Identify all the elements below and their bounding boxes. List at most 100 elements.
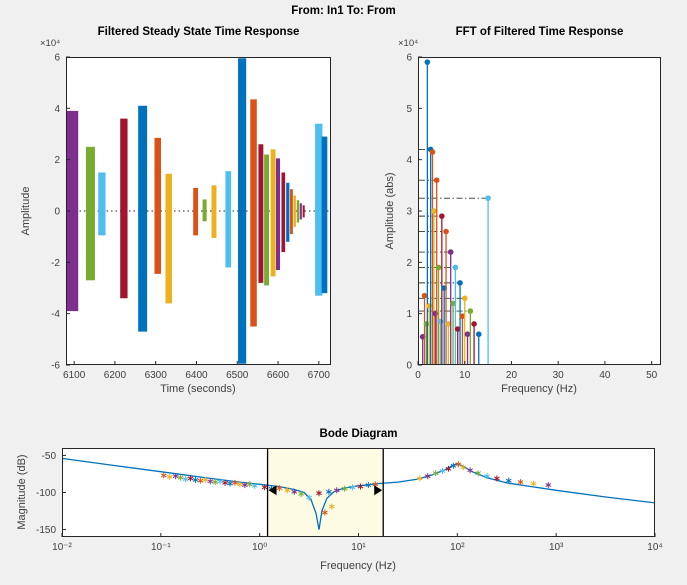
svg-text:-6: -6	[51, 361, 60, 372]
time-plot-title: Filtered Steady State Time Response	[97, 26, 300, 38]
stem-marker	[457, 280, 463, 286]
signal-bar	[202, 199, 207, 222]
signal-bar	[238, 58, 247, 364]
stem-marker	[475, 331, 482, 338]
stem-marker	[431, 208, 437, 214]
svg-text:6700: 6700	[308, 370, 331, 381]
fft-plot-ylabel: Amplitude (abs)	[384, 172, 396, 250]
stem-marker	[433, 177, 440, 183]
svg-text:10: 10	[459, 370, 471, 381]
fft-stems-group	[419, 59, 491, 365]
svg-text:0: 0	[54, 207, 60, 218]
signal-bar	[250, 99, 257, 327]
svg-text:10²: 10²	[450, 542, 465, 553]
time-plot-ylabel: Amplitude	[20, 186, 32, 236]
stem-marker	[452, 264, 459, 271]
stem-marker	[464, 331, 471, 338]
signal-bar	[193, 187, 199, 236]
svg-text:0: 0	[406, 361, 412, 372]
svg-text:6: 6	[406, 53, 412, 64]
signal-bar	[165, 173, 172, 304]
fft-plot-xlabel: Frequency (Hz)	[501, 383, 577, 395]
stem-marker	[461, 295, 468, 302]
svg-text:40: 40	[599, 370, 611, 381]
svg-text:6100: 6100	[63, 370, 86, 381]
signal-bar	[66, 110, 79, 312]
signal-bar	[138, 105, 148, 332]
svg-text:4: 4	[406, 155, 412, 166]
svg-text:1: 1	[406, 309, 412, 320]
svg-text:-4: -4	[51, 309, 60, 320]
svg-text:50: 50	[646, 370, 658, 381]
stem-marker	[443, 228, 449, 235]
stem-marker	[485, 195, 491, 201]
signal-bar	[154, 137, 161, 274]
svg-text:-2: -2	[51, 258, 60, 269]
signal-bar	[281, 172, 286, 253]
svg-text:10³: 10³	[549, 542, 564, 553]
stem-marker	[447, 249, 454, 255]
signal-bar	[264, 154, 270, 286]
fft-plot-y-exponent: ×10⁴	[398, 38, 419, 49]
signal-bar	[120, 118, 128, 299]
time-bars-group	[66, 58, 328, 364]
time-plot-canvas: 6100 6200 6300 6400 6500 6600 6700 -6 -4 -2 0 2 4 6	[51, 53, 331, 381]
svg-text:6500: 6500	[226, 370, 249, 381]
fft-plot-title: FFT of Filtered Time Response	[455, 26, 624, 38]
bode-markers-group	[160, 461, 552, 516]
svg-text:6600: 6600	[267, 370, 290, 381]
svg-text:20: 20	[506, 370, 518, 381]
bode-plot-ylabel: Magnitude (dB)	[16, 454, 28, 530]
signal-bar	[211, 185, 217, 238]
signal-bar	[293, 195, 296, 227]
bode-plot-xlabel: Frequency (Hz)	[320, 560, 396, 572]
svg-text:10⁰: 10⁰	[252, 542, 267, 553]
signal-bar	[225, 171, 232, 268]
signal-bar	[286, 182, 290, 242]
svg-text:10⁻¹: 10⁻¹	[151, 542, 171, 553]
signal-bar	[296, 200, 300, 223]
stem-marker	[467, 308, 474, 314]
bode-plot-canvas: 10⁻² 10⁻¹ 10⁰ 10¹ 10² 10³ 10⁴ -150 -100 -50	[36, 448, 663, 553]
signal-bar	[270, 149, 276, 277]
svg-text:10⁻²: 10⁻²	[52, 542, 72, 553]
svg-text:6200: 6200	[104, 370, 127, 381]
bode-plot-title: Bode Diagram	[319, 428, 398, 440]
stem-marker	[445, 321, 452, 327]
signal-bar	[85, 146, 95, 281]
svg-text:6: 6	[54, 53, 60, 64]
svg-text:30: 30	[553, 370, 565, 381]
svg-text:2: 2	[54, 155, 60, 166]
svg-text:-150: -150	[36, 525, 56, 536]
svg-text:4: 4	[54, 104, 60, 115]
time-plot-y-exponent: ×10⁴	[40, 38, 61, 49]
passband-region	[267, 448, 384, 537]
stem-marker	[450, 300, 456, 307]
stem-marker	[471, 321, 477, 327]
svg-text:3: 3	[406, 207, 412, 218]
signal-bar	[290, 189, 293, 235]
stem-marker	[421, 292, 428, 299]
fft-plot-canvas: 0 10 20 30 40 50 0 1 2 3 4 5 6	[406, 53, 661, 381]
svg-text:2: 2	[406, 258, 412, 269]
signal-bar	[315, 123, 323, 296]
stem-marker	[459, 313, 466, 320]
band-right-handle[interactable]	[374, 485, 383, 496]
svg-text:10¹: 10¹	[351, 542, 366, 553]
svg-text:5: 5	[406, 104, 412, 115]
stem-marker	[454, 326, 461, 332]
stem-marker	[439, 213, 445, 219]
stem-marker	[435, 264, 442, 271]
stem-marker	[429, 149, 436, 155]
svg-text:6400: 6400	[185, 370, 208, 381]
band-left-handle[interactable]	[268, 485, 277, 496]
svg-text:-100: -100	[36, 488, 56, 499]
svg-text:0: 0	[415, 370, 421, 381]
signal-bar	[258, 144, 264, 283]
signal-bar	[98, 172, 106, 236]
signal-bar	[275, 158, 281, 271]
svg-text:-50: -50	[42, 451, 57, 462]
stem-marker	[423, 321, 430, 327]
stem-marker	[424, 59, 431, 65]
